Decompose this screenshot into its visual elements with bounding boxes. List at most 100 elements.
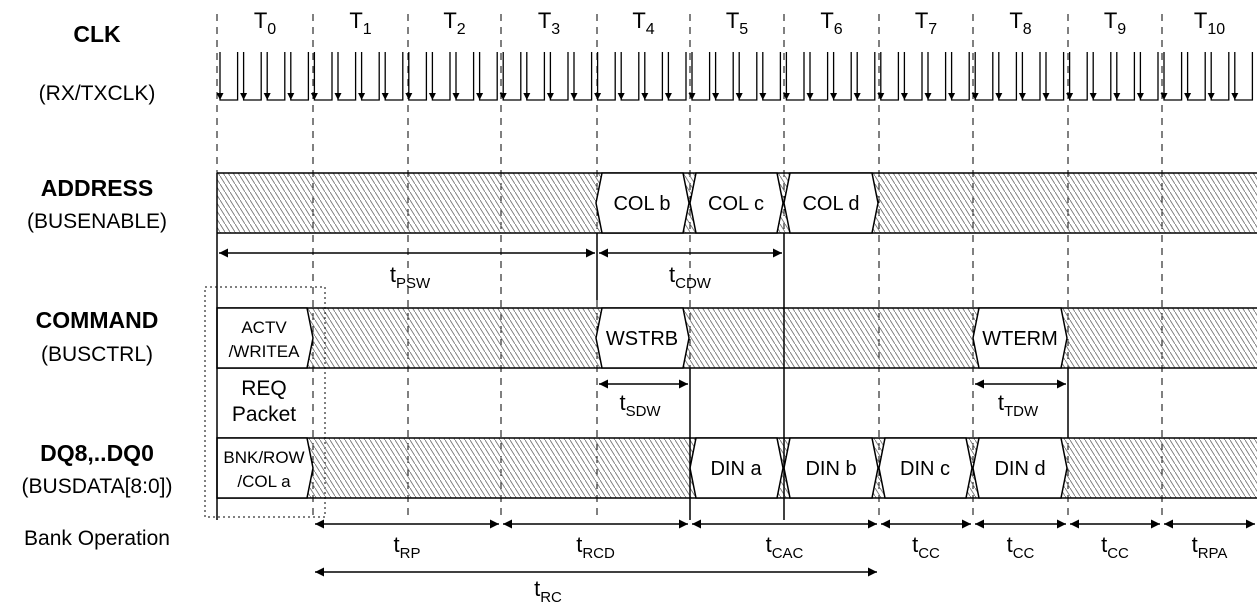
cycle-label: T4	[632, 8, 654, 38]
tsdw-label: tSDW	[619, 390, 661, 420]
clk-edge-arrow	[594, 93, 602, 100]
dq-cell-din-d	[972, 437, 1068, 499]
cycle-label: T3	[538, 8, 560, 38]
clk-edge-arrow	[1160, 93, 1168, 100]
address-alias: (BUSENABLE)	[27, 210, 167, 233]
dq-din-b-text: DIN b	[805, 458, 856, 480]
clk-alias: (RX/TXCLK)	[39, 82, 156, 105]
bank-operation-label: Bank Operation	[24, 527, 170, 550]
command-actv-line2: /WRITEA	[229, 342, 300, 361]
cycle-label: T0	[254, 8, 276, 38]
cycle-label: T7	[915, 8, 937, 38]
address-cell-col-c	[689, 172, 784, 234]
dq-din-d-text: DIN d	[994, 458, 1045, 480]
clk-label: CLK	[73, 21, 121, 47]
clk-edge-arrow	[216, 93, 224, 100]
command-wterm-text: WTERM	[982, 328, 1058, 350]
clk-edge-arrow	[1018, 93, 1026, 100]
clk-edge-arrow	[287, 93, 295, 100]
clk-edge-arrow	[1089, 93, 1097, 100]
clk-edge-arrow	[712, 93, 720, 100]
clk-edge-arrow	[310, 93, 318, 100]
cycle-labels: T0 T1 T2 T3 T4 T5 T6 T7 T8 T9 T10	[254, 8, 1225, 38]
clk-edge-arrow	[452, 93, 460, 100]
cycle-label: T2	[443, 8, 465, 38]
clk-edge-arrow	[263, 93, 271, 100]
command-alias: (BUSCTRL)	[41, 343, 153, 366]
timing-labels: tPSW tCDW tSDW tTDW tRC	[390, 262, 1039, 606]
req-packet-line2: Packet	[232, 403, 296, 426]
address-bus: COL b COL c COL d	[216, 172, 1257, 234]
address-cell-col-d	[783, 172, 879, 234]
bank-timing-label: tRPA	[1192, 532, 1228, 562]
clk-edge-arrow	[948, 93, 956, 100]
req-packet-line1: REQ	[241, 377, 287, 400]
command-cell-wstrb	[595, 307, 690, 369]
command-cell-wterm	[972, 307, 1068, 369]
req-packet-box	[204, 286, 326, 518]
trc-label: tRC	[534, 576, 562, 606]
clk-edge-arrow	[334, 93, 342, 100]
bank-timing-label: tCC	[1007, 532, 1035, 562]
clk-edge-arrow	[664, 93, 672, 100]
clk-edge-arrow	[995, 93, 1003, 100]
clk-edge-arrow	[1066, 93, 1074, 100]
clk-edge-arrow	[900, 93, 908, 100]
bank-timing-label: tCC	[1101, 532, 1129, 562]
clk-edge-arrow	[641, 93, 649, 100]
bank-timing-label: tRP	[394, 532, 421, 562]
timing-arrows	[219, 248, 1066, 577]
dq-alias: (BUSDATA[8:0])	[22, 475, 173, 498]
dq-bnk-row-line2: /COL a	[237, 472, 291, 491]
clk-waveform	[216, 52, 1254, 101]
cycle-label: T9	[1104, 8, 1126, 38]
cycle-label: T1	[349, 8, 371, 38]
cycle-label: T10	[1194, 8, 1225, 38]
dq-cell-din-c	[878, 437, 973, 499]
ttdw-label: tTDW	[998, 390, 1039, 420]
clk-edge-arrow	[1184, 93, 1192, 100]
clk-edge-arrow	[688, 93, 696, 100]
cycle-label: T5	[726, 8, 748, 38]
clk-edge-arrow	[735, 93, 743, 100]
command-label: COMMAND	[36, 307, 159, 333]
bank-timing-label: tCAC	[766, 532, 804, 562]
clk-edge-arrow	[499, 93, 507, 100]
clk-edge-arrow	[1207, 93, 1215, 100]
clk-edge-arrow	[877, 93, 885, 100]
cycle-label: T8	[1009, 8, 1031, 38]
address-cell-col-c-text: COL c	[708, 193, 764, 215]
bank-timing-label: tCC	[912, 532, 940, 562]
clk-edge-arrow	[830, 93, 838, 100]
address-cell-col-d-text: COL d	[802, 193, 859, 215]
address-cell-col-b-text: COL b	[613, 193, 670, 215]
dq-label: DQ8,..DQ0	[40, 440, 154, 466]
clk-edge-arrow	[523, 93, 531, 100]
clk-edge-arrow	[1136, 93, 1144, 100]
command-wstrb-text: WSTRB	[606, 328, 678, 350]
clk-edge-arrow	[1042, 93, 1050, 100]
clk-edge-arrow	[240, 93, 248, 100]
clk-edge-arrow	[381, 93, 389, 100]
dq-bus: BNK/ROW /COL a DIN a DIN b DIN c DIN d	[216, 437, 1257, 499]
bank-timing-labels: tRP tRCD tCAC tCC tCC tCC tRPA	[394, 532, 1228, 562]
dq-din-a-text: DIN a	[710, 458, 762, 480]
tpsw-label: tPSW	[390, 262, 431, 292]
bank-timing-label: tRCD	[576, 532, 615, 562]
clk-edge-arrow	[476, 93, 484, 100]
cycle-label: T6	[820, 8, 842, 38]
clk-edge-arrow	[405, 93, 413, 100]
command-bus: ACTV /WRITEA WSTRB WTERM	[216, 307, 1257, 369]
tcdw-label: tCDW	[669, 262, 712, 292]
clk-edge-arrow	[759, 93, 767, 100]
clk-edge-arrow	[806, 93, 814, 100]
clk-edge-arrow	[358, 93, 366, 100]
command-hatch	[217, 308, 1257, 368]
dq-bnk-row-line1: BNK/ROW	[223, 448, 304, 467]
clk-edge-arrow	[570, 93, 578, 100]
address-label: ADDRESS	[41, 175, 153, 201]
clk-edge-arrow	[782, 93, 790, 100]
dq-din-c-text: DIN c	[900, 458, 950, 480]
clk-edge-arrow	[971, 93, 979, 100]
